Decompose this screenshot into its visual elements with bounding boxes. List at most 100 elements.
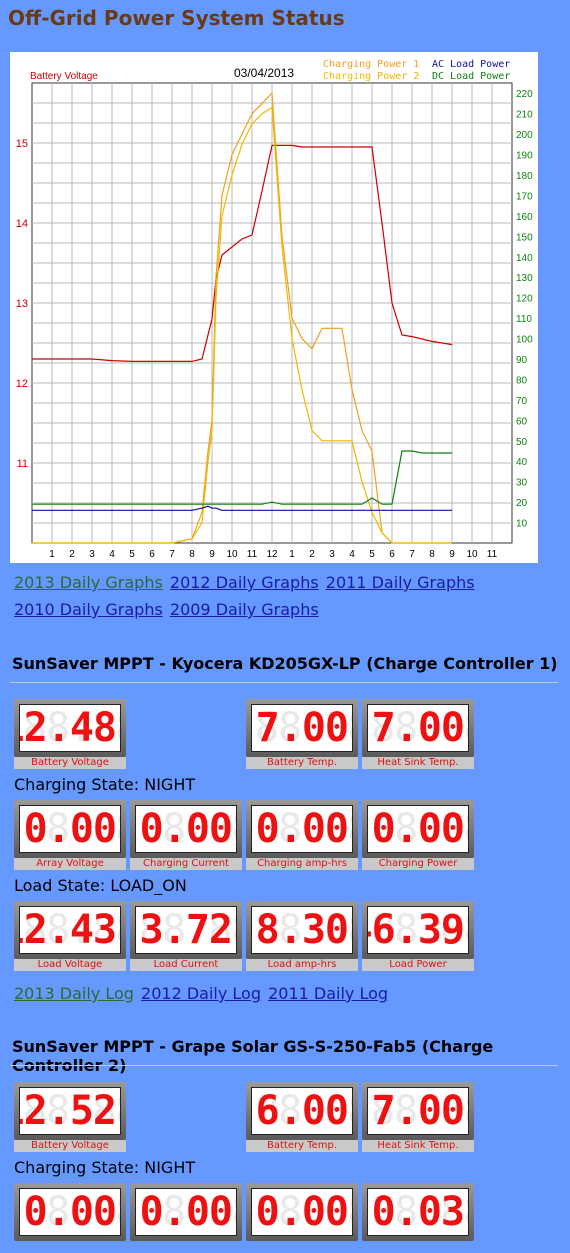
meter-label: Charging Current <box>130 858 242 870</box>
right-tick-label: 30 <box>516 478 528 489</box>
meter-label: Load amp-hrs <box>246 959 358 971</box>
meter-value: 0.00 <box>140 1189 232 1235</box>
x-tick-label: 7 <box>169 549 175 560</box>
meter-cc2-charging-amp-hrs: 88.880.00 <box>246 1183 358 1253</box>
meter-label: Load Current <box>130 959 242 971</box>
right-tick-label: 120 <box>516 294 533 305</box>
right-tick-label: 180 <box>516 171 533 182</box>
meter-cc1-heat-sink-temp: 88.887.00 Heat Sink Temp. <box>362 699 474 769</box>
x-tick-label: 1 <box>289 549 295 560</box>
link-2012-daily-graphs[interactable]: 2012 Daily Graphs <box>170 573 319 592</box>
legend-entry: Charging Power 1 <box>323 59 419 70</box>
meter-cc2-battery-voltage: 88.8812.52 Battery Voltage <box>14 1082 126 1152</box>
left-tick-label: 15 <box>16 138 28 150</box>
meter-cc2-charging-power: 88.880.03 <box>362 1183 474 1253</box>
x-tick-label: 6 <box>389 549 395 560</box>
legend-entry: DC Load Power <box>432 71 510 82</box>
chart-date: 03/04/2013 <box>234 66 294 80</box>
x-tick-label: 2 <box>309 549 315 560</box>
link-2012-daily-log[interactable]: 2012 Daily Log <box>141 984 261 1003</box>
legend-entry: Charging Power 2 <box>323 71 419 82</box>
meter-cc1-charging-current: 88.880.00 Charging Current <box>130 800 242 870</box>
x-tick-label: 8 <box>189 549 195 560</box>
divider <box>10 682 558 683</box>
meter-cc1-load-current: 88.883.72 Load Current <box>130 901 242 971</box>
meter-value: 0.00 <box>24 1189 116 1235</box>
left-legend-battery-voltage: Battery Voltage <box>30 71 98 82</box>
meter-value: 0.00 <box>256 1189 348 1235</box>
cc1-charging-state: Charging State: NIGHT <box>14 775 195 794</box>
right-tick-label: 40 <box>516 457 528 468</box>
x-tick-label: 5 <box>129 549 135 560</box>
right-tick-label: 110 <box>516 314 532 325</box>
legend-entry: AC Load Power <box>432 59 510 70</box>
meter-label: Battery Temp. <box>246 1140 358 1152</box>
link-2009-daily-graphs[interactable]: 2009 Daily Graphs <box>170 600 319 619</box>
right-tick-label: 100 <box>516 335 533 346</box>
left-tick-label: 14 <box>16 218 28 230</box>
right-tick-label: 170 <box>516 191 533 202</box>
meter-value: 0.03 <box>372 1189 464 1235</box>
x-tick-label: 12 <box>266 549 278 560</box>
right-tick-label: 210 <box>516 110 533 121</box>
left-tick-label: 12 <box>16 378 28 390</box>
meter-value: 12.48 <box>19 705 116 751</box>
link-2010-daily-graphs[interactable]: 2010 Daily Graphs <box>14 600 163 619</box>
meter-label: Heat Sink Temp. <box>362 1140 474 1152</box>
meter-label: Charging Power <box>362 858 474 870</box>
meter-label: Load Voltage <box>14 959 126 971</box>
right-tick-label: 50 <box>516 437 528 448</box>
x-tick-label: 10 <box>466 549 478 560</box>
x-tick-label: 7 <box>409 549 415 560</box>
meter-value: 7.00 <box>372 705 464 751</box>
log-links-row: 2013 Daily Log 2012 Daily Log 2011 Daily… <box>14 984 390 1003</box>
x-tick-label: 8 <box>429 549 435 560</box>
meter-value: 7.00 <box>372 1088 464 1134</box>
right-tick-label: 70 <box>516 396 528 407</box>
meter-cc2-array-voltage: 88.880.00 <box>14 1183 126 1253</box>
right-tick-label: 80 <box>516 375 528 386</box>
x-tick-label: 11 <box>247 549 258 560</box>
meter-value: 0.00 <box>140 806 232 852</box>
cc2-title: SunSaver MPPT - Grape Solar GS-S-250-Fab… <box>12 1037 570 1075</box>
x-tick-label: 2 <box>69 549 75 560</box>
cc2-charging-state: Charging State: NIGHT <box>14 1158 195 1177</box>
meter-value: 0.00 <box>256 806 348 852</box>
cc1-title: SunSaver MPPT - Kyocera KD205GX-LP (Char… <box>12 654 558 673</box>
meter-cc1-load-amp-hrs: 88.888.30 Load amp-hrs <box>246 901 358 971</box>
meter-value: 7.00 <box>256 705 348 751</box>
right-tick-label: 60 <box>516 416 528 427</box>
link-2011-daily-log[interactable]: 2011 Daily Log <box>268 984 388 1003</box>
meter-cc1-array-voltage: 88.880.00 Array Voltage <box>14 800 126 870</box>
right-tick-label: 10 <box>516 519 528 530</box>
x-tick-label: 1 <box>49 549 55 560</box>
x-tick-label: 9 <box>209 549 215 560</box>
x-tick-label: 9 <box>449 549 455 560</box>
meter-cc2-battery-temp: 88.886.00 Battery Temp. <box>246 1082 358 1152</box>
right-tick-label: 160 <box>516 212 533 223</box>
meter-label: Battery Voltage <box>14 757 126 769</box>
meter-label: Load Power <box>362 959 474 971</box>
right-tick-label: 130 <box>516 273 533 284</box>
meter-value: 12.52 <box>19 1088 116 1134</box>
meter-cc2-heat-sink-temp: 88.887.00 Heat Sink Temp. <box>362 1082 474 1152</box>
divider <box>10 1065 558 1066</box>
link-2013-daily-graphs[interactable]: 2013 Daily Graphs <box>14 573 163 592</box>
graph-links-row-1: 2013 Daily Graphs 2012 Daily Graphs 2011… <box>14 573 477 592</box>
right-tick-label: 150 <box>516 232 533 243</box>
x-tick-label: 4 <box>109 549 115 560</box>
power-chart-svg: 1514131211220210200190180170160150140130… <box>10 52 538 563</box>
x-tick-label: 3 <box>89 549 95 560</box>
right-tick-label: 190 <box>516 151 533 162</box>
link-2013-daily-log[interactable]: 2013 Daily Log <box>14 984 134 1003</box>
meter-value: 46.39 <box>367 907 464 953</box>
link-2011-daily-graphs[interactable]: 2011 Daily Graphs <box>326 573 475 592</box>
left-tick-label: 11 <box>17 458 28 470</box>
power-chart: 15 14 13 12 11 220 210 200 190 180 170 160 150 140 130… <box>10 52 538 563</box>
meter-label: Battery Temp. <box>246 757 358 769</box>
meter-cc1-battery-voltage: 88.8812.48 Battery Voltage <box>14 699 126 769</box>
right-tick-label: 90 <box>516 355 528 366</box>
right-tick-label: 200 <box>516 130 533 141</box>
meter-label: Charging amp-hrs <box>246 858 358 870</box>
page-title: Off-Grid Power System Status <box>8 6 345 30</box>
